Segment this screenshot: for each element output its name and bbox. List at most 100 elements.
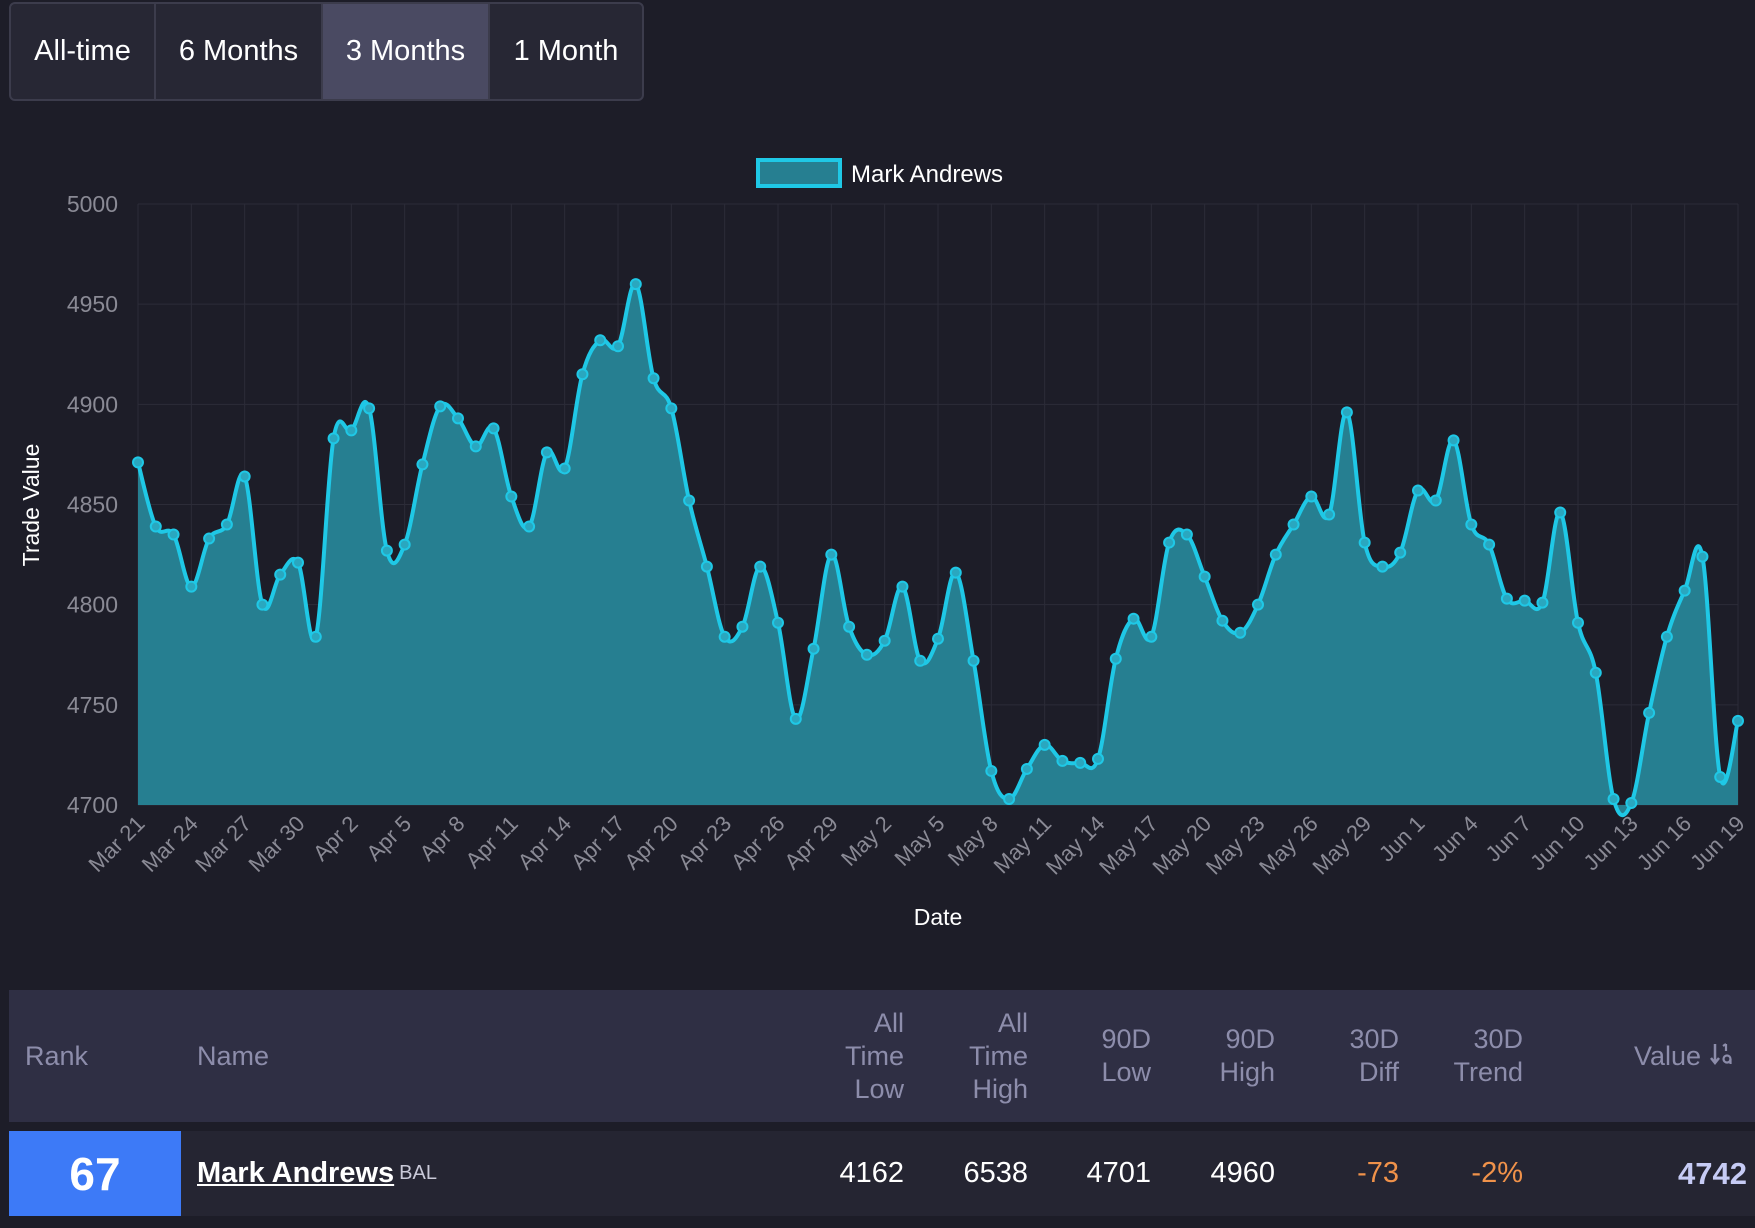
- data-point[interactable]: [167, 528, 180, 541]
- data-point[interactable]: [1163, 536, 1176, 549]
- data-point[interactable]: [149, 520, 162, 533]
- data-point[interactable]: [772, 616, 784, 629]
- legend[interactable]: Mark Andrews: [756, 158, 1003, 188]
- data-point[interactable]: [985, 764, 998, 777]
- data-point[interactable]: [452, 412, 464, 425]
- data-point[interactable]: [1483, 538, 1496, 551]
- data-point[interactable]: [487, 422, 500, 435]
- data-point[interactable]: [1109, 652, 1122, 665]
- data-point[interactable]: [1447, 434, 1460, 447]
- data-point[interactable]: [434, 400, 447, 413]
- data-point[interactable]: [274, 568, 287, 581]
- data-point[interactable]: [1074, 756, 1087, 769]
- sort-descending-icon[interactable]: [1709, 1041, 1735, 1075]
- data-point[interactable]: [292, 556, 304, 569]
- header-all-time-high[interactable]: All Time High: [969, 1008, 1028, 1104]
- header-value[interactable]: Value: [1634, 1040, 1735, 1075]
- data-point[interactable]: [1465, 518, 1478, 531]
- data-point[interactable]: [700, 560, 713, 573]
- data-point[interactable]: [1429, 494, 1442, 507]
- data-point[interactable]: [1340, 406, 1353, 419]
- data-point[interactable]: [1589, 666, 1602, 679]
- data-point[interactable]: [1092, 752, 1104, 765]
- data-point[interactable]: [380, 544, 393, 557]
- data-point[interactable]: [1660, 630, 1673, 643]
- data-point[interactable]: [1003, 792, 1016, 805]
- data-point[interactable]: [914, 654, 927, 667]
- data-point[interactable]: [1554, 506, 1567, 519]
- data-point[interactable]: [1234, 626, 1247, 639]
- data-point[interactable]: [736, 620, 749, 633]
- data-point[interactable]: [949, 566, 962, 579]
- data-point[interactable]: [1696, 550, 1709, 563]
- data-point[interactable]: [825, 548, 838, 561]
- data-point[interactable]: [1056, 754, 1069, 767]
- tab-6-months[interactable]: 6 Months: [156, 4, 323, 99]
- data-point[interactable]: [558, 462, 571, 475]
- table-row[interactable]: 67 Mark Andrews BAL 4162 6538 4701 4960 -…: [9, 1131, 1755, 1216]
- header-30d-diff[interactable]: 30D Diff: [1349, 1024, 1399, 1087]
- data-point[interactable]: [1643, 706, 1656, 719]
- data-point[interactable]: [612, 340, 624, 353]
- data-point[interactable]: [1252, 598, 1264, 611]
- data-point[interactable]: [789, 712, 802, 725]
- data-point[interactable]: [754, 560, 767, 573]
- data-point[interactable]: [807, 642, 820, 655]
- data-point[interactable]: [896, 580, 909, 593]
- data-point[interactable]: [1625, 796, 1638, 809]
- data-point[interactable]: [683, 494, 696, 507]
- data-point[interactable]: [185, 580, 198, 593]
- data-point[interactable]: [309, 630, 322, 643]
- data-point[interactable]: [1198, 570, 1211, 583]
- data-point[interactable]: [647, 372, 660, 385]
- data-point[interactable]: [1536, 596, 1549, 609]
- data-point[interactable]: [1323, 508, 1336, 521]
- data-point[interactable]: [1678, 584, 1691, 597]
- data-point[interactable]: [469, 440, 482, 453]
- player-name-link[interactable]: Mark Andrews: [197, 1157, 395, 1189]
- header-30d-trend[interactable]: 30D Trend: [1453, 1024, 1523, 1087]
- data-point[interactable]: [718, 630, 731, 643]
- tab-3-months[interactable]: 3 Months: [323, 4, 490, 99]
- data-point[interactable]: [1358, 536, 1371, 549]
- data-point[interactable]: [932, 632, 944, 645]
- tab-all-time[interactable]: All-time: [11, 4, 156, 99]
- data-point[interactable]: [203, 532, 216, 545]
- data-point[interactable]: [1518, 594, 1531, 607]
- header-90d-low[interactable]: 90D Low: [1101, 1024, 1151, 1087]
- data-point[interactable]: [967, 654, 980, 667]
- data-point[interactable]: [1305, 490, 1318, 503]
- data-point[interactable]: [327, 432, 340, 445]
- data-point[interactable]: [1500, 592, 1513, 605]
- data-point[interactable]: [878, 634, 891, 647]
- data-point[interactable]: [1287, 518, 1300, 531]
- data-point[interactable]: [1412, 484, 1424, 497]
- data-point[interactable]: [1216, 614, 1229, 627]
- data-point[interactable]: [1394, 546, 1407, 559]
- data-point[interactable]: [1020, 762, 1033, 775]
- data-point[interactable]: [540, 446, 553, 459]
- data-point[interactable]: [860, 648, 873, 661]
- data-point[interactable]: [1145, 630, 1158, 643]
- data-point[interactable]: [1732, 714, 1744, 727]
- data-point[interactable]: [576, 368, 589, 381]
- data-point[interactable]: [132, 456, 144, 469]
- data-point[interactable]: [416, 458, 429, 471]
- data-point[interactable]: [665, 402, 678, 415]
- data-point[interactable]: [1572, 616, 1584, 629]
- data-point[interactable]: [398, 538, 411, 551]
- header-name[interactable]: Name: [197, 1041, 270, 1071]
- data-point[interactable]: [1038, 738, 1051, 751]
- data-point[interactable]: [345, 424, 358, 437]
- data-point[interactable]: [238, 470, 251, 483]
- header-rank[interactable]: Rank: [25, 1041, 89, 1071]
- data-point[interactable]: [843, 620, 856, 633]
- header-90d-high[interactable]: 90D High: [1219, 1024, 1275, 1087]
- data-point[interactable]: [1607, 792, 1620, 805]
- data-point[interactable]: [220, 518, 233, 531]
- data-point[interactable]: [256, 598, 269, 611]
- data-point[interactable]: [629, 278, 642, 291]
- data-point[interactable]: [1269, 548, 1282, 561]
- tab-1-month[interactable]: 1 Month: [513, 35, 619, 67]
- data-point[interactable]: [1180, 528, 1193, 541]
